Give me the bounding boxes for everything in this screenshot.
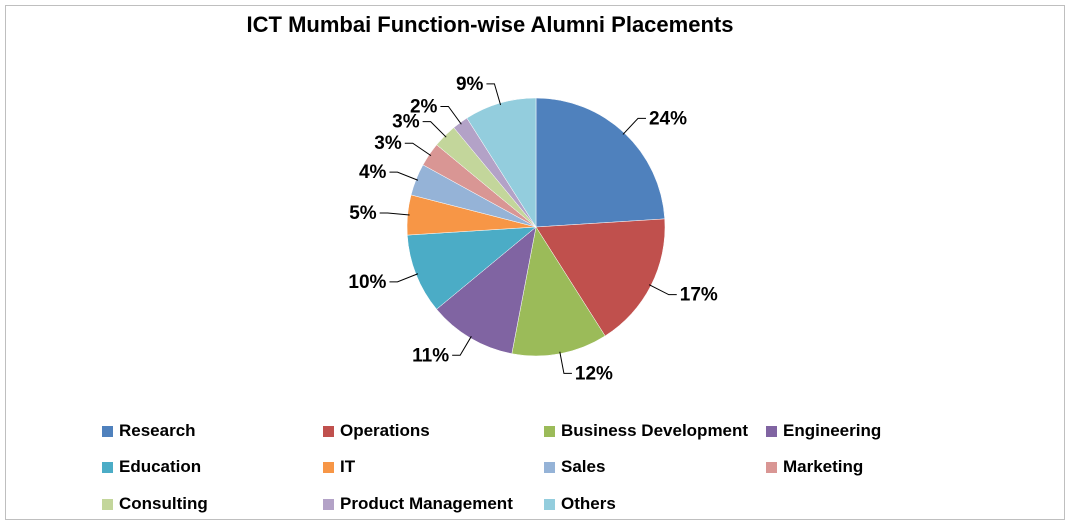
legend-swatch [544,461,555,473]
data-label: 11% [412,345,449,366]
legend-item: Research [102,421,196,441]
data-label: 4% [359,162,387,183]
legend-swatch [544,498,555,510]
legend-label: Marketing [783,457,864,476]
legend-swatch [102,498,113,510]
pie-slice-research [535,97,666,228]
leader-line [559,351,572,374]
leader-line [389,171,419,181]
legend-label: Product Management [340,494,513,513]
legend-swatch [544,425,555,437]
legend-item: Business Development [544,421,748,441]
legend-label: IT [340,457,356,476]
legend-label: Education [119,457,202,476]
leader-line [440,105,462,125]
legend-label: Business Development [561,421,749,440]
data-label: 2% [410,96,438,117]
data-label: 24% [649,108,687,129]
legend-swatch [323,425,334,437]
legend-item: Product Management [323,494,513,514]
legend-swatch [323,498,334,510]
chart-title: ICT Mumbai Function-wise Alumni Placemen… [246,12,734,37]
legend-label: Others [561,494,616,513]
data-label: 5% [349,203,377,224]
legend-item: Marketing [766,457,863,477]
legend-item: Others [544,494,616,514]
leader-line [404,142,432,157]
legend-label: Sales [561,457,606,476]
legend-label: Engineering [783,421,882,440]
leader-line [389,273,419,283]
leader-line [422,121,447,138]
leader-line [452,336,472,356]
legend-swatch [766,425,777,437]
legend-label: Research [119,421,196,440]
leader-line [486,83,502,106]
data-label: 12% [575,363,613,384]
data-label: 17% [680,285,718,306]
leader-line [622,117,646,135]
legend-item: Education [102,457,201,477]
legend-item: Operations [323,421,430,441]
legend-item: IT [323,457,355,477]
legend-swatch [102,461,113,473]
leader-line [379,212,410,216]
legend-swatch [102,425,113,437]
data-label: 3% [374,133,402,154]
legend-swatch [323,461,334,473]
data-label: 9% [456,74,484,95]
legend-item: Sales [544,457,605,477]
legend-item: Consulting [102,494,208,514]
legend-item: Engineering [766,421,881,441]
data-label: 3% [392,112,420,133]
legend-label: Operations [340,421,430,440]
leader-line [648,284,677,296]
chart-frame [5,5,1065,520]
data-label: 10% [348,272,386,293]
legend-label: Consulting [119,494,208,513]
legend-swatch [766,461,777,473]
